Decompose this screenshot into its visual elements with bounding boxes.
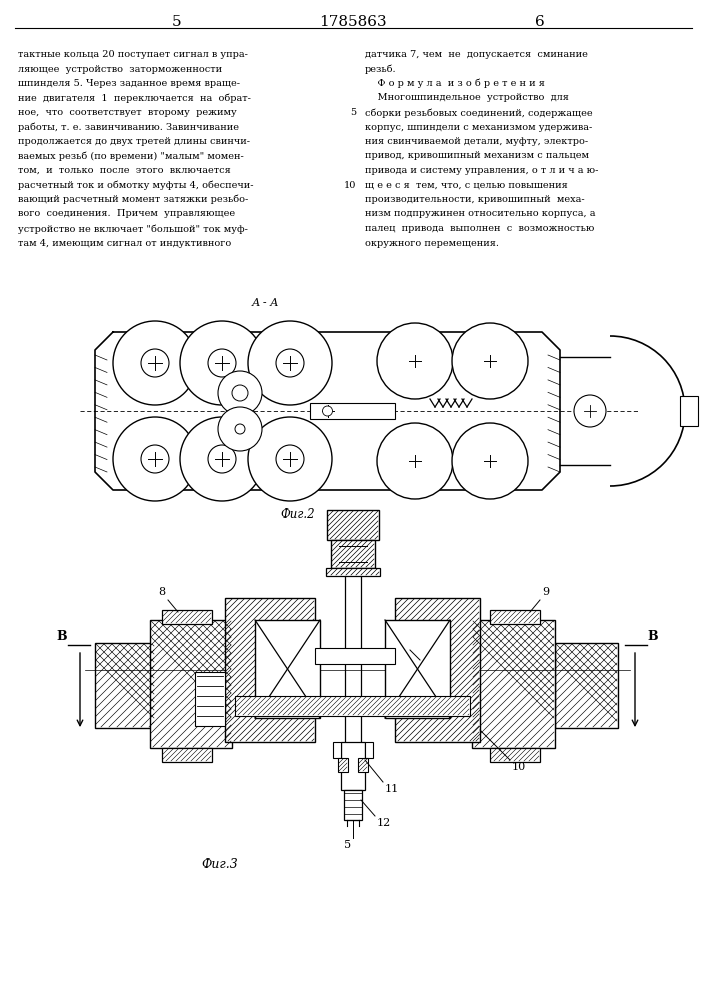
Circle shape [248, 321, 332, 405]
Text: продолжается до двух третей длины свинчи-: продолжается до двух третей длины свинчи… [18, 137, 250, 146]
Text: Ф о р м у л а  и з о б р е т е н и я: Ф о р м у л а и з о б р е т е н и я [365, 79, 545, 89]
Text: 5: 5 [350, 108, 356, 117]
Circle shape [452, 423, 528, 499]
Text: 1785863: 1785863 [319, 15, 387, 29]
Text: сборки резьбовых соединений, содержащее: сборки резьбовых соединений, содержащее [365, 108, 592, 117]
Wedge shape [610, 336, 685, 486]
Circle shape [141, 349, 169, 377]
Bar [331, 540, 375, 568]
Circle shape [574, 395, 606, 427]
Text: щ е е с я  тем, что, с целью повышения: щ е е с я тем, что, с целью повышения [365, 180, 568, 190]
Text: ваемых резьб (по времени) "малым" момен-: ваемых резьб (по времени) "малым" момен- [18, 151, 244, 161]
Circle shape [235, 424, 245, 434]
Text: работы, т. е. завинчиванию. Завинчивание: работы, т. е. завинчиванию. Завинчивание [18, 122, 239, 132]
Circle shape [208, 349, 236, 377]
Text: ния свинчиваемой детали, муфту, электро-: ния свинчиваемой детали, муфту, электро- [365, 137, 588, 146]
Bar [395, 598, 480, 742]
Text: 6: 6 [535, 15, 545, 29]
Circle shape [276, 349, 304, 377]
Bar [225, 598, 315, 742]
Bar [162, 610, 212, 624]
Text: производительности, кривошипный  меха-: производительности, кривошипный меха- [365, 195, 585, 204]
Text: тактные кольца 20 поступает сигнал в упра-: тактные кольца 20 поступает сигнал в упр… [18, 50, 248, 59]
Bar [162, 748, 212, 762]
Bar [358, 758, 368, 772]
Bar [235, 696, 470, 716]
Bar [385, 620, 450, 718]
Text: В: В [648, 630, 658, 643]
Text: Многошпиндельное  устройство  для: Многошпиндельное устройство для [365, 94, 569, 103]
Text: ние  двигателя  1  переключается  на  обрат-: ние двигателя 1 переключается на обрат- [18, 94, 251, 103]
Text: вого  соединения.  Причем  управляющее: вого соединения. Причем управляющее [18, 210, 235, 219]
Circle shape [141, 445, 169, 473]
Bar [150, 620, 232, 748]
Circle shape [208, 445, 236, 473]
Text: 5: 5 [173, 15, 182, 29]
Circle shape [452, 323, 528, 399]
Bar [365, 742, 373, 758]
Text: там 4, имеющим сигнал от индуктивного: там 4, имеющим сигнал от индуктивного [18, 238, 231, 247]
Bar [490, 748, 540, 762]
Text: Фиг.3: Фиг.3 [201, 858, 238, 871]
Circle shape [180, 417, 264, 501]
Text: 12: 12 [377, 818, 391, 828]
Text: 5: 5 [344, 840, 351, 850]
Bar [326, 568, 380, 576]
Text: 10: 10 [344, 180, 356, 190]
Text: вающий расчетный момент затяжки резьбо-: вающий расчетный момент затяжки резьбо- [18, 195, 248, 205]
Text: ляющее  устройство  заторможенности: ляющее устройство заторможенности [18, 64, 222, 74]
Bar [310, 403, 395, 419]
Bar [555, 643, 618, 728]
Circle shape [322, 406, 332, 416]
Text: В: В [57, 630, 67, 643]
Circle shape [232, 385, 248, 401]
Text: палец  привода  выполнен  с  возможностью: палец привода выполнен с возможностью [365, 224, 595, 233]
Bar [315, 648, 395, 664]
Circle shape [218, 371, 262, 415]
Circle shape [180, 321, 264, 405]
Polygon shape [95, 332, 560, 490]
Text: 11: 11 [385, 784, 399, 794]
Text: 9: 9 [542, 587, 549, 597]
Text: привод, кривошипный механизм с пальцем: привод, кривошипный механизм с пальцем [365, 151, 589, 160]
Bar [95, 643, 155, 728]
Text: Фиг.2: Фиг.2 [280, 508, 315, 521]
Bar [490, 610, 540, 624]
Text: окружного перемещения.: окружного перемещения. [365, 238, 499, 247]
Text: 8: 8 [158, 587, 165, 597]
Text: низм подпружинен относительно корпуса, а: низм подпружинен относительно корпуса, а [365, 210, 595, 219]
Bar [255, 620, 320, 718]
Circle shape [218, 407, 262, 451]
Text: том,  и  только  после  этого  включается: том, и только после этого включается [18, 166, 230, 175]
Circle shape [276, 445, 304, 473]
Bar [327, 510, 379, 540]
Circle shape [113, 321, 197, 405]
Text: датчика 7, чем  не  допускается  сминание: датчика 7, чем не допускается сминание [365, 50, 588, 59]
Text: 6: 6 [424, 653, 431, 663]
Bar [680, 396, 698, 426]
Text: резьб.: резьб. [365, 64, 397, 74]
Text: шпинделя 5. Через заданное время враще-: шпинделя 5. Через заданное время враще- [18, 79, 240, 88]
Circle shape [377, 423, 453, 499]
Circle shape [377, 323, 453, 399]
Bar [338, 758, 348, 772]
Text: устройство не включает "большой" ток муф-: устройство не включает "большой" ток муф… [18, 224, 248, 233]
Text: корпус, шпиндели с механизмом удержива-: корпус, шпиндели с механизмом удержива- [365, 122, 592, 131]
Circle shape [248, 417, 332, 501]
Text: ное,  что  соответствует  второму  режиму: ное, что соответствует второму режиму [18, 108, 237, 117]
Bar [341, 742, 365, 790]
Text: 10: 10 [512, 762, 526, 772]
Circle shape [113, 417, 197, 501]
Bar [195, 672, 225, 726]
Bar [333, 742, 341, 758]
Text: А - А: А - А [251, 298, 279, 308]
Text: расчетный ток и обмотку муфты 4, обеспечи-: расчетный ток и обмотку муфты 4, обеспеч… [18, 180, 254, 190]
Bar [344, 790, 362, 820]
Bar [472, 620, 555, 748]
Text: привода и систему управления, о т л и ч а ю-: привода и систему управления, о т л и ч … [365, 166, 598, 175]
